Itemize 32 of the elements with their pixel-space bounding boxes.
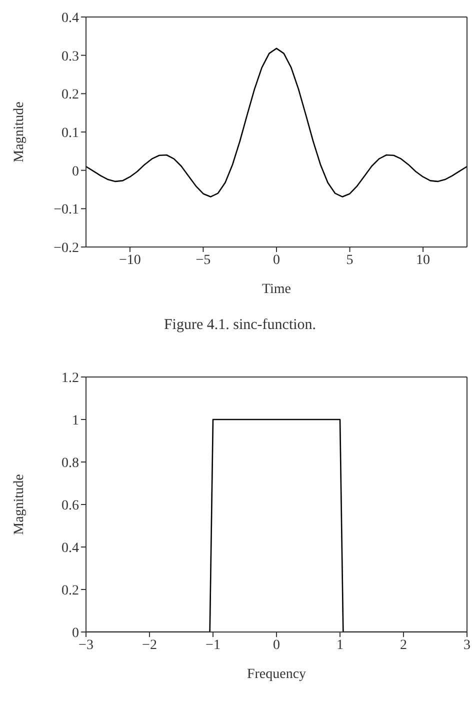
x-tick-label: 2	[400, 638, 407, 653]
y-axis-title: Magnitude	[12, 474, 27, 535]
y-tick-label: −0.2	[54, 240, 79, 256]
y-tick-label: 0	[72, 164, 79, 180]
x-axis-title: Frequency	[246, 667, 306, 682]
y-tick-label: 1	[72, 413, 79, 428]
line-series	[86, 48, 467, 198]
x-tick-label: 0	[273, 638, 280, 653]
y-tick-label: 0.2	[62, 583, 79, 598]
x-tick-label: −1	[206, 638, 220, 653]
x-tick-label: 10	[416, 252, 430, 268]
x-tick-label: −3	[78, 638, 94, 653]
y-tick-label: 0.6	[62, 498, 79, 514]
x-axis-title: Time	[262, 282, 292, 297]
x-tick-label: 5	[346, 252, 354, 268]
y-tick-label: 0.1	[62, 126, 79, 141]
y-tick-label: 0.4	[62, 540, 79, 556]
x-tick-label: −10	[119, 252, 141, 268]
x-tick-label: 3	[464, 638, 470, 653]
y-tick-label: −0.1	[54, 202, 79, 218]
y-tick-label: 0.4	[62, 10, 79, 26]
y-tick-label: 0.8	[62, 456, 79, 471]
y-tick-label: 0	[72, 626, 79, 641]
y-axis-title: Magnitude	[12, 102, 27, 162]
x-tick-label: 0	[273, 252, 280, 268]
x-tick-label: −5	[196, 252, 211, 268]
x-tick-label: 1	[336, 638, 344, 653]
y-tick-label: 1.2	[62, 370, 79, 386]
x-tick-label: −2	[142, 638, 157, 653]
y-tick-label: 0.3	[62, 49, 79, 64]
y-tick-label: 0.2	[62, 88, 79, 103]
caption: Figure 4.1. sinc-function.	[162, 317, 318, 334]
